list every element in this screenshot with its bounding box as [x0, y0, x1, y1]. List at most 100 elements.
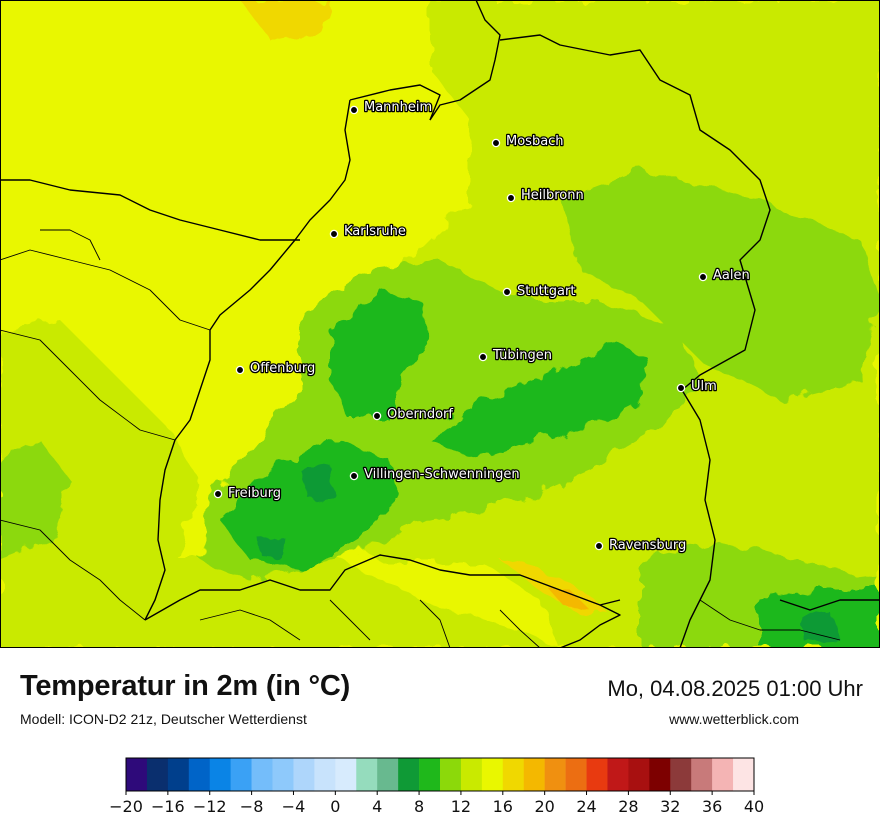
state-border-mannheim: [349, 84, 441, 121]
legend-swatch: [565, 758, 587, 791]
city-label-mannheim: Mannheim: [364, 100, 432, 115]
city-mannheim: Mannheim: [349, 99, 433, 116]
legend-swatch: [523, 758, 545, 791]
legend-swatch: [356, 758, 378, 791]
city-stuttgart: Stuttgart: [502, 283, 577, 300]
city-label-oberndorf: Oberndorf: [387, 407, 453, 422]
legend-swatch: [146, 758, 169, 791]
footer: Temperatur in 2m (in °C) Modell: ICON-D2…: [0, 648, 880, 830]
city-dot: [698, 272, 708, 282]
legend-swatch: [460, 758, 483, 791]
legend-frame: [125, 757, 755, 792]
city-villingen-schwenningen: Villingen-Schwenningen: [349, 466, 521, 483]
legend-tick-label: 0: [330, 797, 340, 816]
region-border-alsace-2: [0, 329, 176, 441]
border-lake-south: [559, 604, 621, 648]
legend-tick-label: −12: [193, 797, 227, 816]
city-heilbronn: Heilbronn: [506, 187, 585, 204]
field-16c-north: [240, 0, 330, 40]
legend-tick-label: −4: [282, 797, 306, 816]
national-border-switzerland: [144, 554, 621, 621]
legend-swatch: [586, 758, 608, 791]
field-8c-spots: [260, 465, 840, 642]
legend-tick-label: 12: [451, 797, 471, 816]
legend-swatch: [251, 758, 273, 791]
legend-swatch: [628, 758, 650, 791]
region-border-west-1: [0, 519, 146, 621]
region-border-alps-cantons: [699, 599, 841, 641]
city-ulm: Ulm: [676, 378, 718, 395]
legend-tick-label: 28: [618, 797, 638, 816]
legend-tick-label: 8: [414, 797, 424, 816]
city-label-aalen: Aalen: [713, 268, 750, 283]
legend-swatch: [440, 758, 462, 791]
city-dot: [372, 411, 382, 421]
city-label-offenburg: Offenburg: [250, 361, 315, 376]
state-border-northeast: [499, 34, 771, 391]
legend-swatch: [712, 758, 734, 791]
field-14c-south: [160, 560, 560, 648]
legend-swatch: [607, 758, 629, 791]
legend-tick-label: 24: [576, 797, 596, 816]
city-dot: [478, 352, 488, 362]
legend-swatch: [670, 758, 692, 791]
legend-swatch: [398, 758, 420, 791]
field-12c-east: [560, 170, 880, 400]
city-label-tuebingen: Tübingen: [492, 348, 552, 363]
national-border-france: [0, 179, 300, 241]
city-dot: [213, 489, 223, 499]
legend-swatch: [126, 758, 148, 791]
legend-swatch: [272, 758, 294, 791]
city-dot: [235, 365, 245, 375]
city-dot: [349, 471, 359, 481]
legend-tick-label: 32: [660, 797, 680, 816]
region-border-alsace-1: [0, 249, 211, 331]
legend-tick-label: 4: [372, 797, 382, 816]
legend-swatch: [314, 758, 336, 791]
color-legend: −20 −16 −12 −8 −4 0 4 8 12 16 20 24 28 32 36 40: [0, 756, 880, 826]
legend-swatch: [335, 758, 357, 791]
legend-swatch: [377, 758, 399, 791]
city-oberndorf: Oberndorf: [372, 406, 455, 423]
legend-swatch: [188, 758, 211, 791]
city-mosbach: Mosbach: [491, 133, 565, 150]
legend-swatch: [230, 758, 252, 791]
legend-swatch: [502, 758, 525, 791]
city-dot: [349, 105, 359, 115]
city-tuebingen: Tübingen: [478, 347, 553, 364]
field-10c-alb: [430, 345, 650, 460]
legend-swatch: [293, 758, 315, 791]
region-border-west-2: [40, 229, 101, 261]
field-18c-lake: [545, 585, 590, 610]
legend-tick-label: −8: [240, 797, 264, 816]
legend-swatch: [649, 758, 671, 791]
legend-swatch: [481, 758, 504, 791]
city-label-ravensburg: Ravensburg: [609, 538, 686, 553]
city-dot: [502, 287, 512, 297]
website-link[interactable]: www.wetterblick.com: [669, 711, 799, 727]
legend-tick-label: −20: [109, 797, 143, 816]
city-offenburg: Offenburg: [235, 360, 317, 377]
city-label-freiburg: Freiburg: [228, 486, 281, 501]
city-label-mosbach: Mosbach: [506, 134, 564, 149]
border-alps-east: [779, 599, 880, 611]
city-label-villingen-schwenningen: Villingen-Schwenningen: [364, 467, 520, 482]
legend-swatch: [733, 758, 755, 791]
legend-tick-label: 16: [493, 797, 513, 816]
city-label-heilbronn: Heilbronn: [521, 188, 584, 203]
legend-tick-label: 40: [744, 797, 764, 816]
field-12c-west: [0, 440, 70, 560]
city-dot: [329, 229, 339, 239]
city-ravensburg: Ravensburg: [594, 537, 688, 554]
legend-tick-label: 20: [534, 797, 554, 816]
city-karlsruhe: Karlsruhe: [329, 223, 407, 240]
city-dot: [676, 383, 686, 393]
state-border-north: [429, 0, 501, 121]
city-label-stuttgart: Stuttgart: [517, 284, 575, 299]
model-info: Modell: ICON-D2 21z, Deutscher Wetterdie…: [20, 711, 307, 727]
region-border-switzerland-cantons: [199, 599, 541, 648]
city-aalen: Aalen: [698, 267, 751, 284]
city-dot: [506, 193, 516, 203]
field-10c-north-black-forest: [330, 290, 430, 420]
city-freiburg: Freiburg: [213, 485, 282, 502]
